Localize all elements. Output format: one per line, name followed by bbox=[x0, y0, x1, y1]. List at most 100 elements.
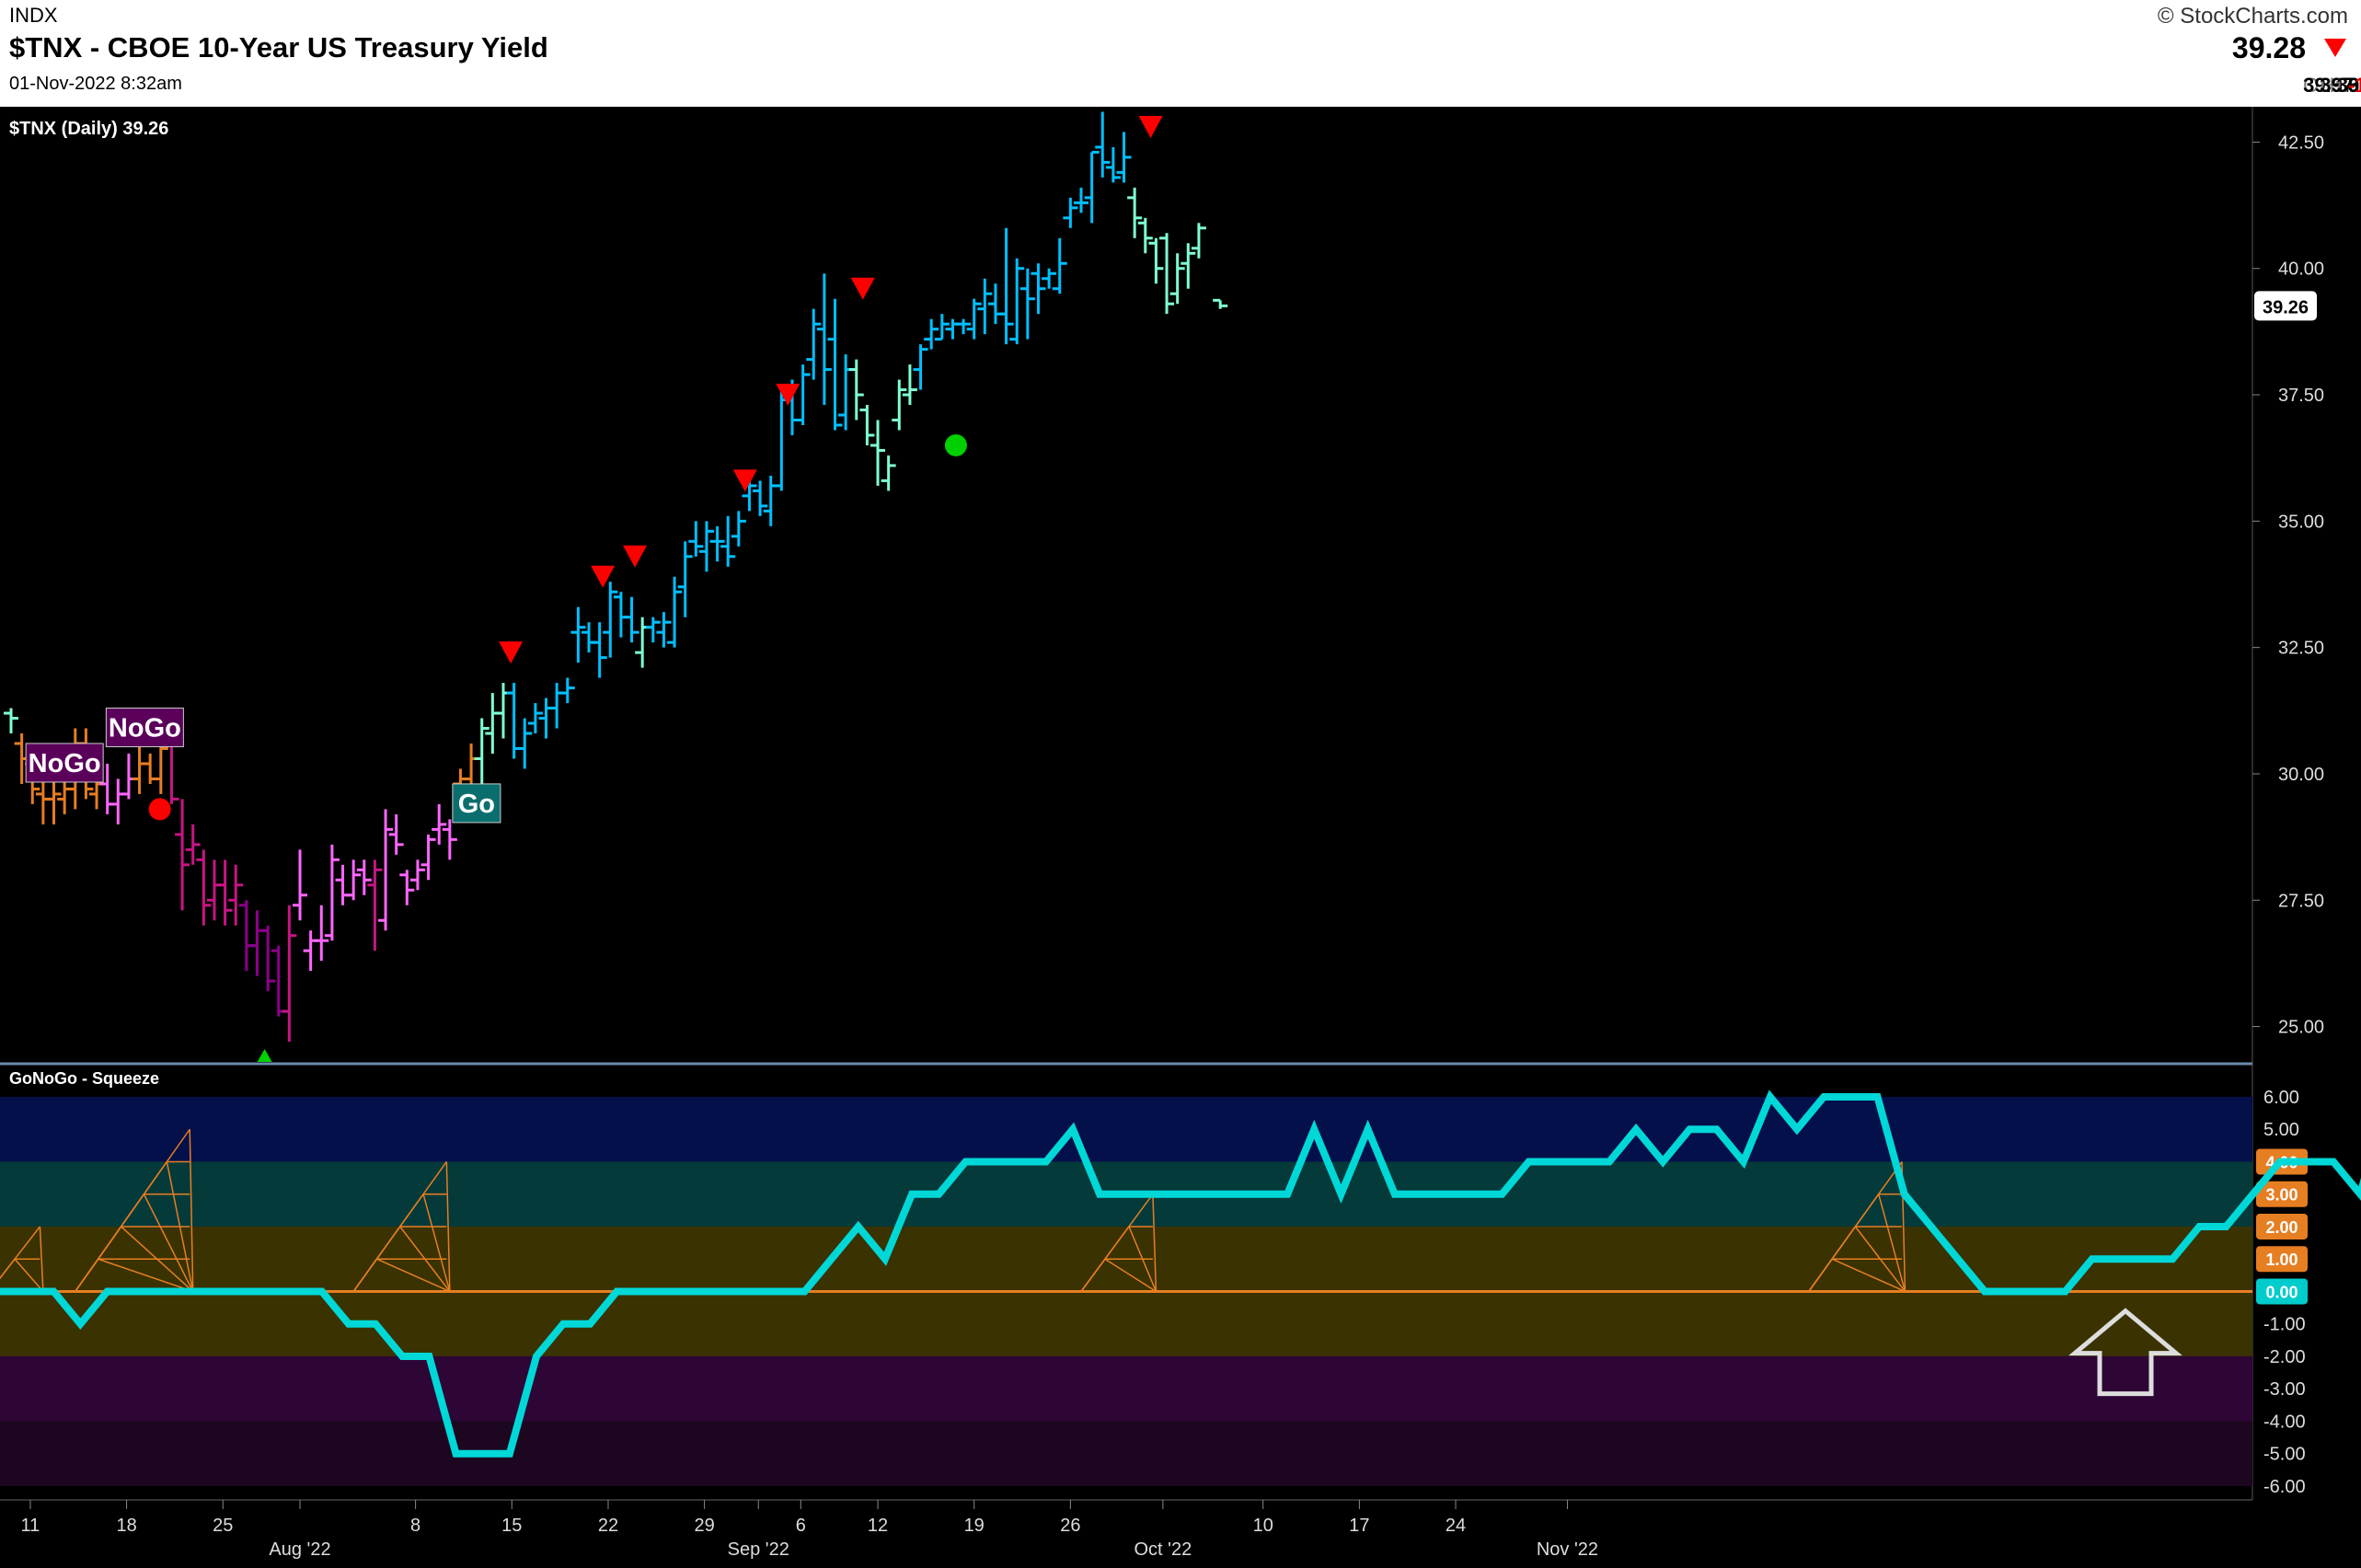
x-axis-label: Aug '22 bbox=[269, 1539, 330, 1560]
ohlc-bar bbox=[153, 744, 168, 794]
oscillator-zone bbox=[0, 1355, 2252, 1422]
squeeze-line bbox=[98, 1258, 193, 1293]
price-axis-label: 40.00 bbox=[2278, 259, 2324, 280]
ohlc-bar bbox=[549, 683, 565, 729]
ohlc-bar bbox=[838, 354, 854, 431]
oscillator-line bbox=[0, 1090, 2361, 1458]
high-value: 39.37 bbox=[2320, 74, 2361, 97]
ohlc-bar bbox=[966, 298, 982, 340]
ohlc-bar bbox=[1213, 298, 1228, 309]
ohlc-bar bbox=[1180, 243, 1196, 289]
ohlc-bar bbox=[1116, 132, 1132, 183]
ohlc-bar bbox=[1031, 263, 1046, 315]
ohlc-bar bbox=[1169, 253, 1185, 305]
ohlc-bar bbox=[1009, 258, 1025, 345]
ohlc-bar bbox=[763, 475, 778, 526]
ohlc-bar bbox=[774, 389, 789, 491]
oscillator-axis-label: -1.00 bbox=[2263, 1315, 2306, 1335]
ohlc-bar bbox=[913, 344, 928, 390]
x-axis-label: 15 bbox=[501, 1516, 522, 1536]
x-axis-label: 18 bbox=[116, 1516, 136, 1536]
trend-label: Go bbox=[458, 790, 495, 819]
trend-label-box bbox=[105, 708, 184, 748]
red-triangle-marker bbox=[1138, 115, 1163, 138]
ohlc-bar bbox=[1063, 197, 1078, 228]
ohlc-bar bbox=[249, 910, 265, 976]
oscillator-value-tag bbox=[2256, 1181, 2308, 1207]
squeeze-line bbox=[166, 1161, 194, 1292]
x-axis-label: Nov '22 bbox=[1537, 1539, 1598, 1560]
price-axis-label: 42.50 bbox=[2278, 133, 2324, 153]
ohlc-bar bbox=[870, 420, 886, 486]
x-axis-label: 22 bbox=[598, 1516, 618, 1536]
oscillator-axis-label: -4.00 bbox=[2263, 1412, 2306, 1432]
up-arrow-icon bbox=[2068, 1308, 2182, 1397]
ohlc-bar bbox=[217, 859, 233, 926]
low-label: L: bbox=[2336, 74, 2355, 97]
x-axis-label: 11 bbox=[21, 1516, 40, 1536]
ohlc-bar bbox=[998, 227, 1014, 345]
ohlc-bar bbox=[185, 824, 201, 865]
ohlc-bar bbox=[228, 864, 244, 926]
ohlc-bar bbox=[409, 859, 425, 891]
ohlc-bar bbox=[753, 480, 768, 516]
copyright-label[interactable]: © StockCharts.com bbox=[2157, 4, 2348, 29]
oscillator-zone bbox=[0, 1097, 2252, 1162]
ohlc-bar bbox=[1052, 237, 1067, 294]
red-triangle-marker bbox=[499, 641, 524, 664]
chart-canvas[interactable]: 25.00 27.50 30.00 32.50 35.00 37.50 40.00 42.50… bbox=[0, 107, 2361, 1568]
ohlc-bar bbox=[827, 298, 843, 431]
ohlc-bar bbox=[677, 541, 693, 617]
squeeze-line bbox=[1128, 1226, 1157, 1292]
ohlc-bar bbox=[720, 515, 736, 567]
ohlc-bar bbox=[709, 525, 725, 562]
oscillator-value-tag bbox=[2256, 1246, 2308, 1273]
squeeze-line bbox=[189, 1129, 194, 1292]
squeeze-line bbox=[422, 1193, 451, 1292]
ohlc-bar bbox=[934, 314, 950, 341]
low-value: 39.20 bbox=[2336, 74, 2361, 97]
ohlc-bar bbox=[356, 859, 372, 895]
chart-title: $TNX - CBOE 10-Year US Treasury Yield bbox=[9, 31, 548, 63]
price-axis-label: 25.00 bbox=[2278, 1018, 2324, 1038]
ohlc-bar bbox=[538, 698, 554, 739]
squeeze-line bbox=[1080, 1193, 1154, 1292]
ohlc-bar bbox=[945, 318, 961, 340]
red-triangle-marker bbox=[776, 384, 800, 407]
green-dot-marker bbox=[944, 433, 967, 456]
trend-label-box bbox=[452, 783, 501, 824]
ohlc-bar bbox=[293, 849, 308, 921]
ohlc-bar bbox=[324, 844, 340, 941]
exchange-label: INDX bbox=[9, 4, 58, 27]
oscillator-axis-label: -3.00 bbox=[2263, 1379, 2306, 1400]
ohlc-bar bbox=[613, 592, 628, 638]
last-value-tag bbox=[2254, 291, 2317, 321]
squeeze-line bbox=[39, 1226, 44, 1292]
squeeze-line bbox=[376, 1258, 451, 1293]
x-axis-label: 19 bbox=[964, 1516, 985, 1536]
datetime-label: 01-Nov-2022 8:32am bbox=[9, 74, 182, 94]
ohlc-bar bbox=[238, 900, 254, 972]
ohlc-bar bbox=[303, 930, 318, 972]
price-legend: $TNX (Daily) 39.26 bbox=[9, 119, 168, 139]
x-axis-label: 6 bbox=[796, 1516, 806, 1536]
red-triangle-marker bbox=[591, 565, 616, 588]
red-dot-marker bbox=[148, 798, 171, 821]
squeeze-line bbox=[399, 1226, 451, 1292]
ohlc-bar bbox=[859, 405, 875, 445]
ohlc-bar bbox=[977, 278, 993, 335]
squeeze-line bbox=[14, 1258, 44, 1292]
oscillator-axis-label: 5.00 bbox=[2263, 1120, 2299, 1140]
ohlc-bar bbox=[121, 753, 136, 800]
ohlc-bar bbox=[110, 778, 126, 824]
oscillator-value-tag bbox=[2256, 1213, 2308, 1239]
x-axis-label: Oct '22 bbox=[1134, 1539, 1192, 1560]
ohlc-bar bbox=[667, 576, 683, 648]
ohlc-bar bbox=[1074, 187, 1088, 213]
squeeze-line bbox=[121, 1226, 194, 1293]
oscillator-axis-label: 6.00 bbox=[2263, 1088, 2299, 1108]
squeeze-line bbox=[143, 1193, 194, 1292]
price-axis-label: 37.50 bbox=[2278, 386, 2324, 406]
ohlc-bar bbox=[388, 813, 404, 855]
oscillator-value-tag bbox=[2256, 1278, 2308, 1305]
